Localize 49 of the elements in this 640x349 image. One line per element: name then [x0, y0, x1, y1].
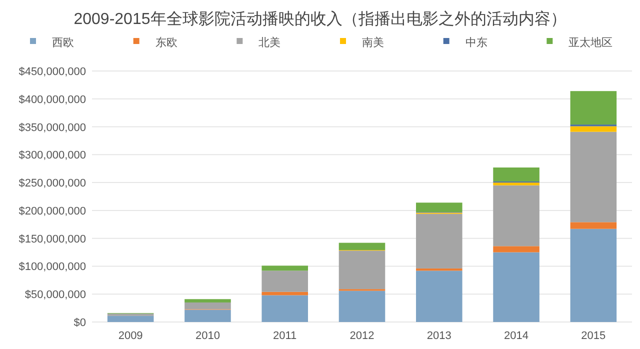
bar	[184, 302, 231, 310]
y-tick-label: $200,000,000	[18, 205, 86, 218]
bar	[570, 228, 617, 322]
bar	[338, 242, 386, 250]
bar	[338, 290, 386, 322]
bar	[570, 222, 617, 229]
legend-label: 南美	[362, 36, 384, 49]
y-tick-label: $50,000,000	[24, 289, 86, 302]
bar	[493, 185, 540, 246]
bar	[416, 214, 462, 268]
bar	[416, 202, 462, 212]
x-tick-label: 2014	[504, 330, 529, 342]
bar	[107, 316, 154, 322]
bar	[262, 270, 308, 292]
x-tick-label: 2010	[195, 330, 220, 342]
x-tick-label: 2011	[273, 330, 297, 342]
chart-title: 2009-2015年全球影院活动播映的收入（指播出电影之外的活动内容）	[74, 10, 566, 28]
legend-label: 亚太地区	[568, 36, 613, 49]
x-tick-label: 2015	[581, 330, 606, 342]
y-tick-label: $150,000,000	[18, 233, 86, 246]
bar	[416, 270, 462, 322]
x-tick-label: 2013	[426, 330, 452, 342]
y-tick-label: $450,000,000	[18, 66, 86, 78]
legend-label: 北美	[258, 36, 281, 49]
bar	[570, 126, 617, 132]
y-tick-label: $300,000,000	[18, 150, 86, 162]
bar	[493, 252, 540, 322]
y-tick-label: $350,000,000	[18, 122, 86, 134]
legend-label: 西欧	[52, 37, 74, 49]
bar	[570, 91, 617, 125]
bar	[262, 266, 308, 271]
bar	[493, 167, 540, 182]
bar	[493, 246, 540, 252]
bar	[338, 250, 386, 290]
y-tick-label: $250,000,000	[18, 178, 86, 190]
y-tick-label: $400,000,000	[18, 94, 86, 106]
bar	[262, 295, 308, 322]
y-tick-label: $100,000,000	[18, 261, 86, 274]
x-tick-label: 2009	[118, 330, 143, 342]
legend-label: 中东	[465, 36, 488, 49]
bar	[184, 310, 231, 322]
bar	[416, 268, 462, 271]
bar	[493, 182, 540, 186]
bar	[184, 299, 231, 302]
bar	[262, 292, 308, 296]
bar	[570, 132, 617, 222]
legend-label: 东欧	[155, 36, 178, 49]
y-tick-label: $0	[74, 317, 86, 329]
x-tick-label: 2012	[350, 330, 374, 342]
